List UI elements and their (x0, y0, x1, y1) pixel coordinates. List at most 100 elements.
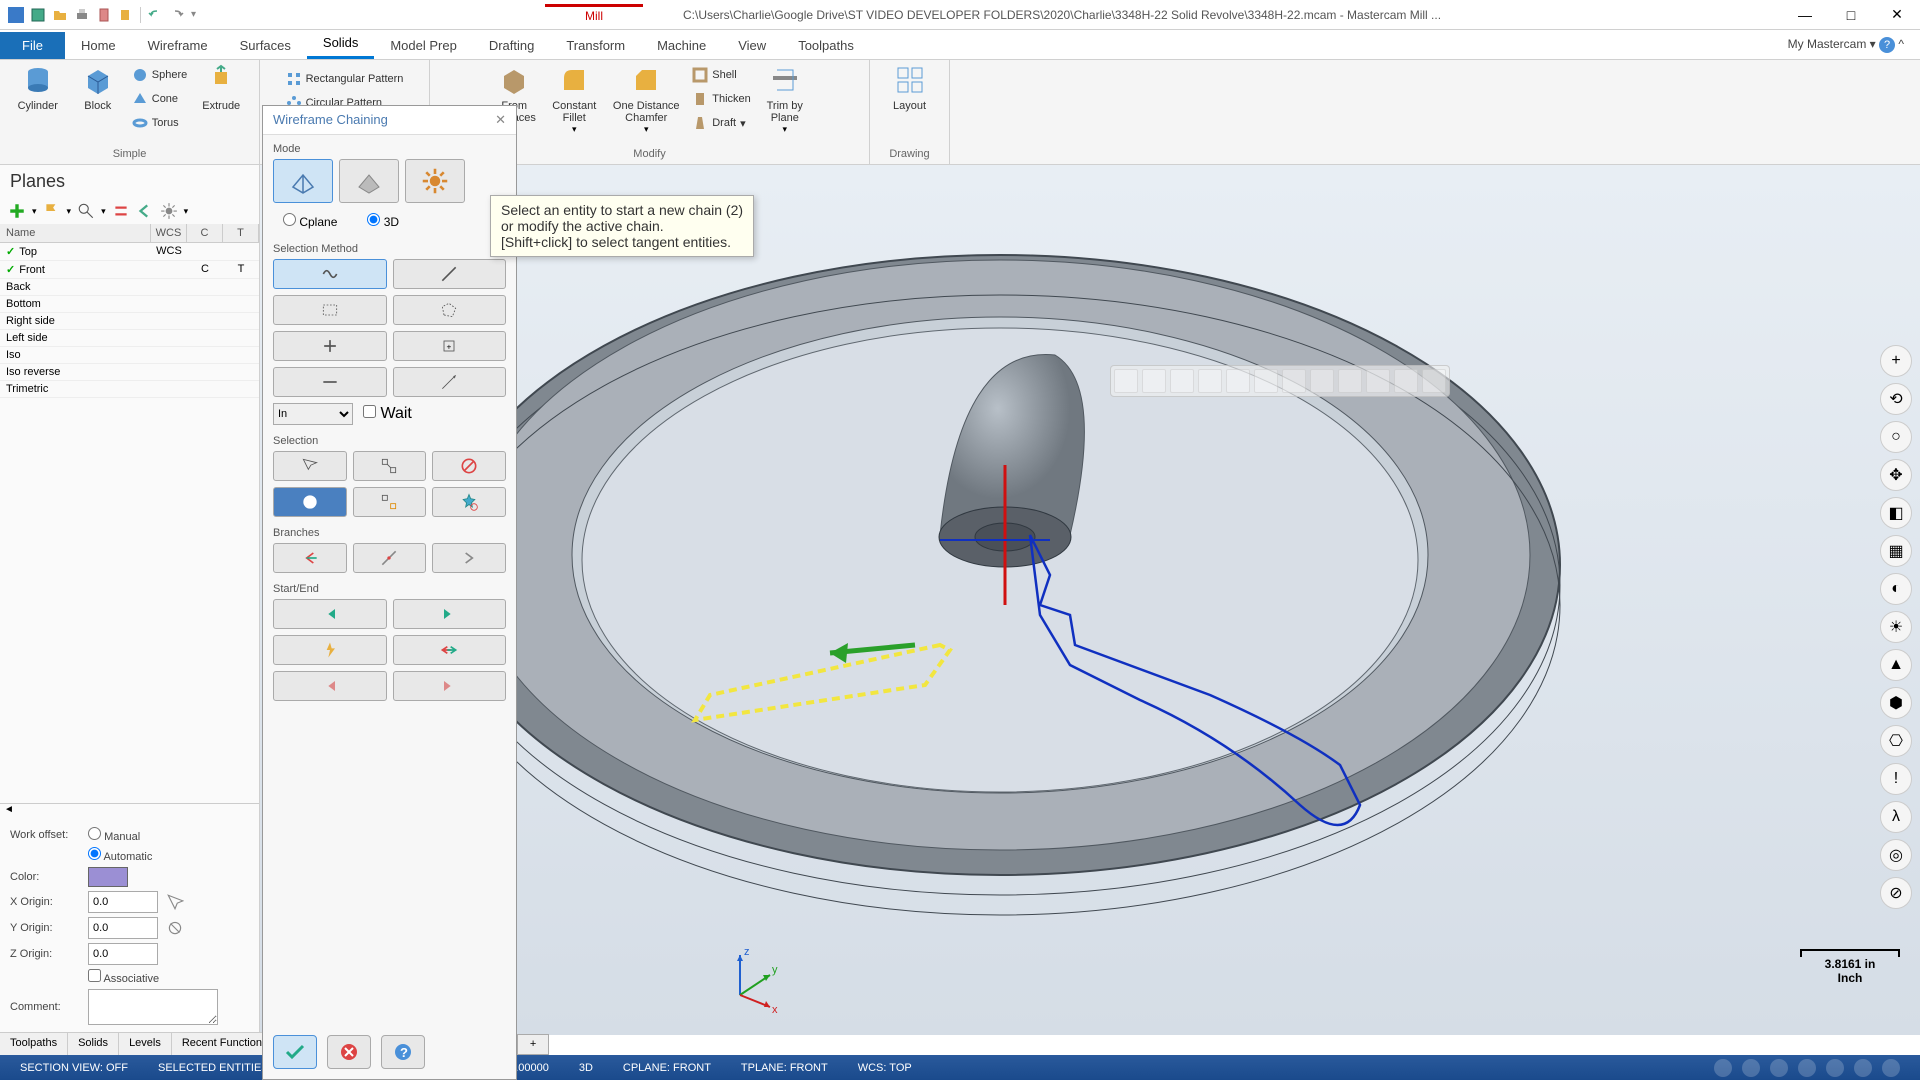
ft-btn-9[interactable] (1338, 369, 1362, 393)
cancel-button[interactable] (327, 1035, 371, 1069)
tab-drafting[interactable]: Drafting (473, 32, 551, 59)
tab-view[interactable]: View (722, 32, 782, 59)
automatic-radio[interactable]: Automatic (88, 847, 152, 863)
rtb-10-icon[interactable]: ⬢ (1880, 687, 1912, 719)
btab-levels[interactable]: Levels (119, 1033, 172, 1055)
rtb-fit-icon[interactable]: ○ (1880, 421, 1912, 453)
dynamic-button[interactable] (273, 635, 387, 665)
copy-icon[interactable] (118, 7, 134, 23)
status-icon-5[interactable] (1826, 1059, 1844, 1077)
flag-icon[interactable] (43, 202, 61, 220)
rtb-rotate-icon[interactable]: ⟲ (1880, 383, 1912, 415)
rtb-14-icon[interactable]: ◎ (1880, 839, 1912, 871)
open-icon[interactable] (52, 7, 68, 23)
ft-btn-3[interactable] (1170, 369, 1194, 393)
manual-radio[interactable]: Manual (88, 827, 140, 843)
plane-row[interactable]: Bottom (0, 296, 259, 313)
back-icon[interactable] (136, 202, 154, 220)
plane-row[interactable]: Iso reverse (0, 364, 259, 381)
file-tab[interactable]: File (0, 32, 65, 59)
ft-btn-8[interactable] (1310, 369, 1334, 393)
status-3d[interactable]: 3D (579, 1062, 593, 1074)
contextual-tab-mill[interactable]: Mill (545, 4, 643, 25)
cplane-radio[interactable]: Cplane (283, 213, 337, 229)
sel-all-button[interactable] (273, 487, 347, 517)
tab-wireframe[interactable]: Wireframe (132, 32, 224, 59)
paste-icon[interactable] (96, 7, 112, 23)
rtb-5-icon[interactable]: ◧ (1880, 497, 1912, 529)
undo-icon[interactable] (147, 7, 163, 23)
end2-button[interactable] (393, 671, 507, 701)
layout-button[interactable]: Layout (884, 64, 936, 112)
sel-chain-button[interactable] (353, 451, 427, 481)
reset-icon[interactable] (166, 919, 184, 937)
rect-pattern-button[interactable]: Rectangular Pattern (286, 68, 404, 90)
shell-button[interactable]: Shell (692, 64, 751, 86)
comment-input[interactable] (88, 989, 218, 1025)
draft-button[interactable]: Draft ▾ (692, 112, 751, 134)
rtb-6-icon[interactable]: ▦ (1880, 535, 1912, 567)
plane-row[interactable]: Left side (0, 330, 259, 347)
minimize-button[interactable]: — (1782, 0, 1828, 30)
start2-button[interactable] (273, 671, 387, 701)
rtb-13-icon[interactable]: λ (1880, 801, 1912, 833)
status-icon-1[interactable] (1714, 1059, 1732, 1077)
extrude-button[interactable]: Extrude (195, 64, 247, 112)
redo-icon[interactable] (169, 7, 185, 23)
plane-row[interactable]: Iso (0, 347, 259, 364)
trim-by-plane-button[interactable]: Trim by Plane ▾ (759, 64, 811, 135)
mode-wireframe-button[interactable] (273, 159, 333, 203)
tab-model-prep[interactable]: Model Prep (374, 32, 472, 59)
my-mastercam-link[interactable]: My Mastercam ▾ ? ^ (1772, 31, 1920, 59)
rtb-zoom-icon[interactable]: + (1880, 345, 1912, 377)
3d-radio[interactable]: 3D (367, 213, 399, 229)
rtb-11-icon[interactable]: ⎔ (1880, 725, 1912, 757)
close-button[interactable]: ✕ (1874, 0, 1920, 30)
in-select[interactable]: In (273, 403, 353, 425)
plane-row[interactable]: Trimetric (0, 381, 259, 398)
chain-method-button[interactable] (273, 259, 387, 289)
window-method-button[interactable] (273, 295, 387, 325)
sel-special-button[interactable] (432, 487, 506, 517)
ft-btn-6[interactable] (1254, 369, 1278, 393)
equal-icon[interactable] (112, 202, 130, 220)
ft-btn-1[interactable] (1114, 369, 1138, 393)
ft-btn-7[interactable] (1282, 369, 1306, 393)
chamfer-button[interactable]: One Distance Chamfer ▾ (608, 64, 684, 135)
pick-icon[interactable] (166, 893, 184, 911)
constant-fillet-button[interactable]: Constant Fillet ▾ (548, 64, 600, 135)
tab-solids[interactable]: Solids (307, 29, 374, 59)
sphere-button[interactable]: Sphere (132, 64, 187, 86)
branch-default-button[interactable] (353, 543, 427, 573)
rtb-12-icon[interactable]: ! (1880, 763, 1912, 795)
wait-check[interactable]: Wait (363, 405, 412, 423)
status-tplane[interactable]: TPLANE: FRONT (741, 1062, 828, 1074)
mode-solid-button[interactable] (339, 159, 399, 203)
branch-prev-button[interactable] (273, 543, 347, 573)
start-button[interactable] (273, 599, 387, 629)
print-icon[interactable] (74, 7, 90, 23)
save-icon[interactable] (30, 7, 46, 23)
rtb-8-icon[interactable]: ☀ (1880, 611, 1912, 643)
z-origin-input[interactable] (88, 943, 158, 965)
status-icon-7[interactable] (1882, 1059, 1900, 1077)
vector-method-button[interactable] (273, 367, 387, 397)
point-method-button[interactable] (393, 367, 507, 397)
cylinder-button[interactable]: Cylinder (12, 64, 64, 112)
block-button[interactable]: Block (72, 64, 124, 112)
sel-last-button[interactable] (273, 451, 347, 481)
thicken-button[interactable]: Thicken (692, 88, 751, 110)
ft-btn-11[interactable] (1394, 369, 1418, 393)
status-wcs[interactable]: WCS: TOP (858, 1062, 912, 1074)
status-cplane[interactable]: CPLANE: FRONT (623, 1062, 711, 1074)
sel-none-button[interactable] (432, 451, 506, 481)
status-icon-3[interactable] (1770, 1059, 1788, 1077)
tab-home[interactable]: Home (65, 32, 132, 59)
add-icon[interactable] (8, 202, 26, 220)
tab-transform[interactable]: Transform (550, 32, 641, 59)
ft-btn-12[interactable] (1422, 369, 1446, 393)
col-t[interactable]: T (223, 224, 259, 242)
ft-btn-4[interactable] (1198, 369, 1222, 393)
btab-solids[interactable]: Solids (68, 1033, 119, 1055)
single-method-button[interactable] (393, 259, 507, 289)
